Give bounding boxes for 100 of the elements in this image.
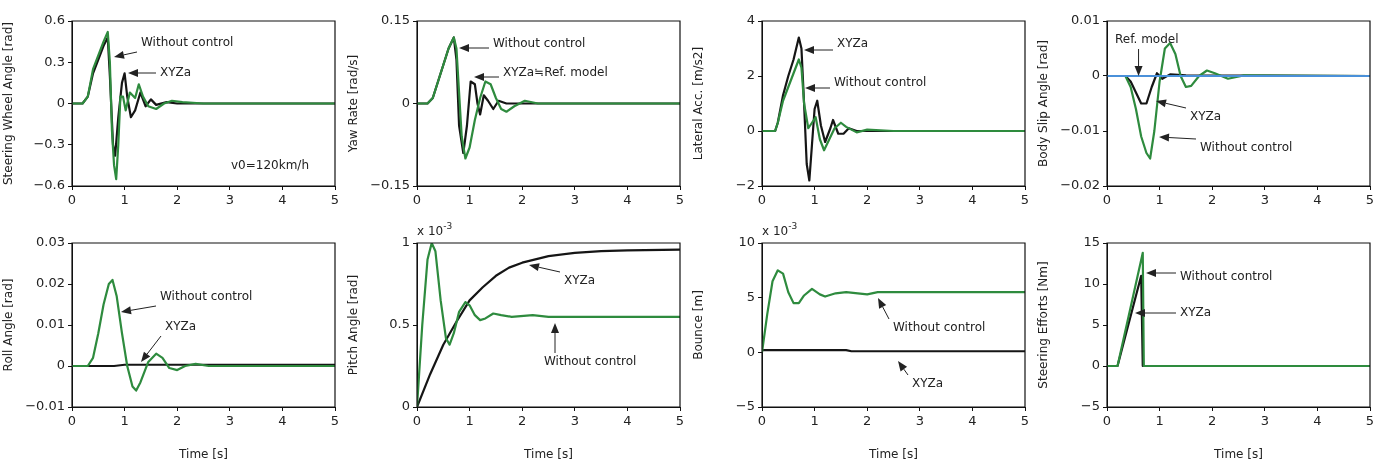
x-tick-label: 1 (465, 192, 474, 208)
y-tick-label: −5 (1080, 398, 1100, 414)
x-tick-label: 1 (1155, 413, 1164, 429)
y-tick-label: 0 (401, 398, 410, 414)
annotation: Without control (893, 320, 986, 335)
x-tick-label: 4 (278, 192, 287, 208)
x-tick-label: 0 (412, 192, 422, 208)
x-tick-label: 2 (173, 413, 182, 429)
x-tick-label: 2 (518, 192, 527, 208)
y-axis-title: Body Slip Angle [rad] (1036, 39, 1051, 168)
y-tick-label: 5 (746, 289, 755, 305)
annotation: Without control (493, 36, 586, 51)
x-tick-label: 3 (570, 192, 579, 208)
y-tick-label: −0.15 (370, 177, 410, 193)
y-tick-label: 4 (746, 12, 755, 28)
x-tick-label: 3 (915, 192, 924, 208)
y-tick-label: 2 (746, 67, 755, 83)
x-tick-label: 0 (1102, 413, 1112, 429)
annotation: Without control (544, 354, 637, 369)
y-axis-title: Yaw Rate [rad/s] (346, 54, 361, 154)
x-tick-label: 1 (810, 413, 819, 429)
annotation: Ref. model (1115, 32, 1179, 47)
x-tick-label: 4 (1313, 413, 1322, 429)
y-tick-label: 0.5 (389, 316, 410, 332)
x-tick-label: 5 (1365, 192, 1375, 208)
x-tick-label: 2 (173, 192, 182, 208)
x-tick-label: 3 (1260, 413, 1269, 429)
x-tick-label: 4 (278, 413, 287, 429)
x-tick-label: 4 (623, 192, 632, 208)
x-tick-label: 2 (518, 413, 527, 429)
y-tick-label: 0.3 (44, 53, 65, 69)
y-axis-title: Roll Angle [rad] (1, 278, 16, 372)
annotation: Without control (834, 75, 927, 90)
y-tick-label: 0.15 (381, 12, 410, 28)
y-tick-label: 0 (56, 94, 65, 110)
y-tick-label: 0 (401, 94, 410, 110)
x-tick-label: 0 (412, 413, 422, 429)
x-tick-label: 5 (330, 413, 340, 429)
x-tick-label: 1 (120, 192, 129, 208)
y-tick-label: −5 (735, 398, 755, 414)
y-tick-label: 0 (746, 343, 755, 359)
x-tick-label: 2 (1208, 192, 1217, 208)
annotation: v0=120km/h (231, 158, 309, 173)
y-tick-label: 0.6 (44, 12, 65, 28)
y-tick-label: 5 (1091, 316, 1100, 332)
y-axis-title: Pitch Angle [rad] (346, 274, 361, 376)
y-tick-label: 15 (1083, 234, 1100, 250)
y-tick-label: 0.01 (36, 316, 65, 332)
x-tick-label: 5 (330, 192, 340, 208)
x-tick-label: 2 (863, 192, 872, 208)
y-tick-label: 10 (738, 234, 755, 250)
y-tick-label: 0 (1091, 67, 1100, 83)
annotation: Without control (141, 35, 234, 50)
y-tick-label: 0.03 (36, 234, 65, 250)
annotation: Without control (160, 289, 253, 304)
annotation: XYZa (1190, 109, 1222, 124)
annotation: Without control (1200, 140, 1293, 155)
x-axis-title: Time [s] (1213, 446, 1263, 461)
y-tick-label: −0.3 (33, 136, 65, 152)
y-axis-title: Steering Efforts [Nm] (1036, 261, 1051, 389)
x-tick-label: 2 (1208, 413, 1217, 429)
x-tick-label: 1 (1155, 192, 1164, 208)
x-tick-label: 4 (1313, 192, 1322, 208)
x-tick-label: 5 (1365, 413, 1375, 429)
x-tick-label: 5 (675, 413, 685, 429)
x-tick-label: 1 (810, 192, 819, 208)
x-tick-label: 1 (465, 413, 474, 429)
x-tick-label: 4 (968, 192, 977, 208)
y-tick-label: −2 (735, 177, 755, 193)
x-tick-label: 4 (968, 413, 977, 429)
annotation: Without control (1180, 269, 1273, 284)
x-axis-title: Time [s] (178, 446, 228, 461)
annotation: XYZa (1180, 305, 1212, 320)
x-tick-label: 3 (915, 413, 924, 429)
y-tick-label: 10 (1083, 275, 1100, 291)
x-tick-label: 1 (120, 413, 129, 429)
x-tick-label: 0 (67, 413, 77, 429)
x-tick-label: 0 (1102, 192, 1112, 208)
x-tick-label: 5 (1020, 413, 1030, 429)
y-tick-label: −0.6 (33, 177, 65, 193)
x-tick-label: 0 (757, 192, 767, 208)
annotation: XYZa≒Ref. model (503, 65, 608, 80)
x-tick-label: 3 (225, 413, 234, 429)
x-axis-title: Time [s] (868, 446, 918, 461)
x-tick-label: 4 (623, 413, 632, 429)
x-tick-label: 5 (675, 192, 685, 208)
annotation: XYZa (564, 273, 596, 288)
annotation: XYZa (912, 376, 944, 391)
y-tick-label: 0 (1091, 357, 1100, 373)
y-tick-label: −0.01 (1060, 122, 1100, 138)
x-tick-label: 2 (863, 413, 872, 429)
annotation: XYZa (165, 319, 197, 334)
x-tick-label: 5 (1020, 192, 1030, 208)
annotation: XYZa (837, 36, 869, 51)
x-tick-label: 3 (225, 192, 234, 208)
x-tick-label: 0 (67, 192, 77, 208)
annotation: XYZa (160, 65, 192, 80)
y-axis-title: Lateral Acc. [m/s2] (691, 46, 706, 161)
x-tick-label: 3 (570, 413, 579, 429)
y-axis-title: Bounce [m] (691, 290, 706, 360)
